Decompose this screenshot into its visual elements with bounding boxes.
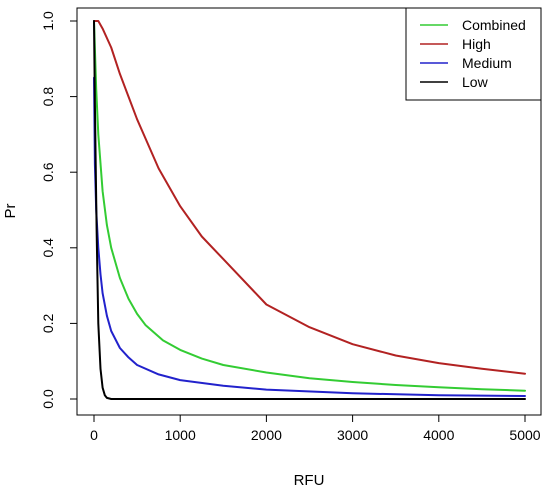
x-tick-label: 4000 [423,427,454,443]
x-tick-label: 5000 [509,427,540,443]
y-tick-label: 0.6 [40,162,56,182]
series-layer [93,20,526,400]
y-tick-label: 0.0 [40,389,56,409]
legend: Combined High Medium Low [405,7,542,101]
y-axis-label: Pr [2,203,19,218]
legend-label-high: High [462,36,491,52]
y-tick-label: 0.2 [40,313,56,333]
series-line-high [93,20,526,375]
x-axis-label: RFU [294,472,325,489]
x-tick-label: 3000 [337,427,368,443]
legend-box [405,7,542,101]
legend-label-combined: Combined [462,17,526,33]
x-tick-label: 1000 [165,427,196,443]
legend-items: Combined High Medium Low [420,17,526,90]
y-axis: 0.0 0.2 0.4 0.6 0.8 1.0 [40,11,78,409]
legend-label-low: Low [462,74,489,90]
series-line-low [93,20,526,400]
y-tick-label: 0.8 [40,87,56,107]
x-tick-label: 0 [90,427,98,443]
series-line-combined [93,20,526,392]
series-line-medium [93,76,526,397]
legend-label-medium: Medium [462,55,512,71]
y-tick-label: 0.4 [40,238,56,258]
x-tick-label: 2000 [251,427,282,443]
x-axis: 0 1000 2000 3000 4000 5000 [90,414,541,443]
y-tick-label: 1.0 [40,11,56,31]
